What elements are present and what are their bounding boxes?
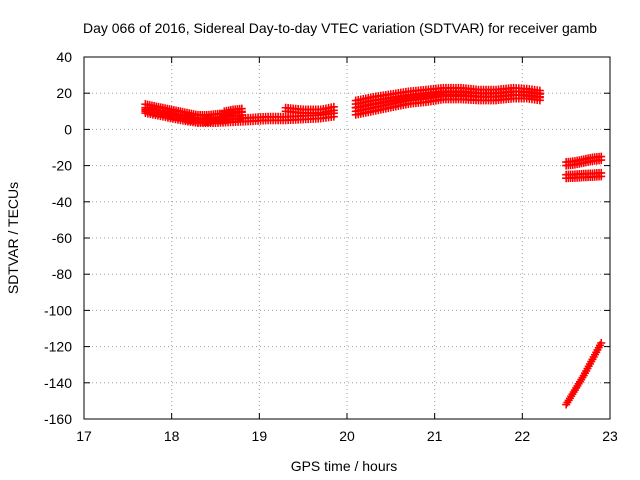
y-tick-label: -20 — [52, 158, 72, 174]
x-tick-label: 23 — [602, 428, 618, 444]
data-series — [351, 83, 544, 112]
y-tick-label: -100 — [44, 302, 72, 318]
chart-title: Day 066 of 2016, Sidereal Day-to-day VTE… — [83, 20, 597, 36]
axis-ticks: 17 18 19 20 21 22 23 40 20 0 -20 -40 -60 -80 -100 -120 -… — [44, 49, 618, 444]
data-point — [329, 106, 338, 115]
data-points — [141, 83, 606, 409]
x-tick-label: 20 — [339, 428, 355, 444]
y-tick-label: 40 — [56, 49, 72, 65]
y-tick-label: 20 — [56, 85, 72, 101]
y-tick-label: 0 — [64, 121, 72, 137]
data-point — [597, 338, 606, 347]
x-tick-label: 17 — [76, 428, 92, 444]
y-tick-label: -40 — [52, 194, 72, 210]
data-point — [237, 108, 246, 117]
y-tick-label: -160 — [44, 411, 72, 427]
data-series — [562, 338, 606, 409]
x-tick-label: 18 — [164, 428, 180, 444]
data-point — [535, 93, 544, 102]
x-axis-label: GPS time / hours — [291, 458, 398, 474]
data-point — [597, 156, 606, 165]
data-series — [562, 152, 606, 170]
y-tick-label: -140 — [44, 375, 72, 391]
y-tick-label: -120 — [44, 339, 72, 355]
data-series — [220, 104, 246, 119]
data-series — [281, 102, 338, 118]
data-point — [597, 172, 606, 181]
y-axis-label: SDTVAR / TECUs — [5, 182, 21, 294]
y-tick-label: -80 — [52, 266, 72, 282]
x-tick-label: 21 — [427, 428, 443, 444]
y-tick-label: -60 — [52, 230, 72, 246]
x-tick-label: 22 — [515, 428, 531, 444]
data-series — [562, 168, 606, 183]
x-tick-label: 19 — [252, 428, 268, 444]
